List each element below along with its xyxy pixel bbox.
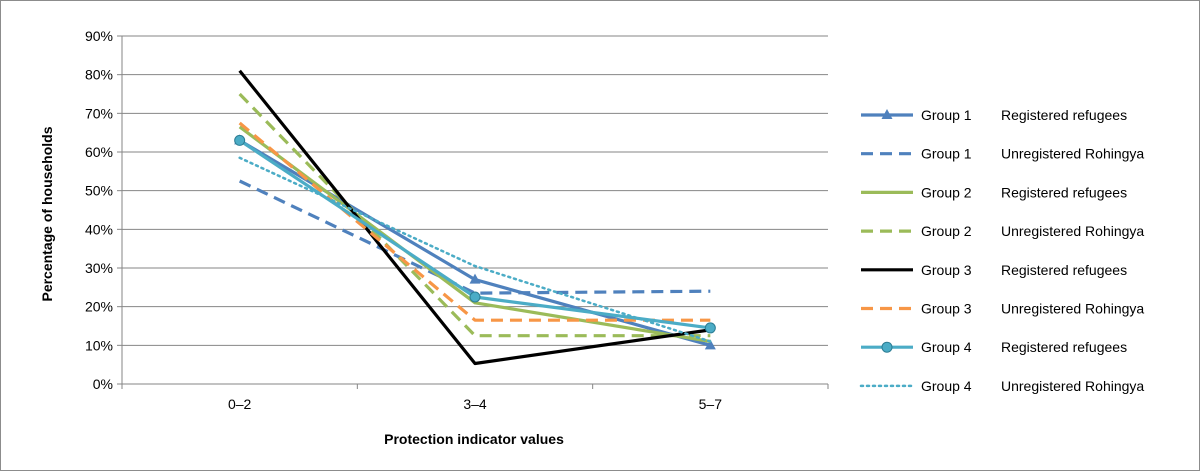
legend-group-label: Group 3 [921, 301, 972, 317]
legend: Group 1 Registered refugees Group 1 Unregis… [859, 107, 1144, 394]
legend-group-label: Group 1 [921, 146, 972, 162]
series-line [238, 69, 711, 366]
triangle-marker [881, 109, 893, 119]
gridlines [122, 35, 828, 346]
legend-group-label: Group 4 [921, 339, 972, 355]
series-3 [238, 125, 711, 344]
circle-marker [234, 134, 246, 146]
legend-entry: Group 3 Unregistered Rohingya [861, 301, 1144, 317]
y-axis-title: Percentage of households [39, 126, 55, 301]
legend-entry: Group 2 Unregistered Rohingya [861, 223, 1144, 239]
y-tick-label: 90% [85, 28, 113, 44]
y-tick-label: 30% [85, 260, 113, 276]
y-tick-label: 20% [85, 299, 113, 315]
y-tick-labels: 0% 10% 20% 30% 40% 50% 60% 70% 80% 90% [85, 28, 113, 392]
legend-entry: Group 2 Registered refugees [861, 184, 1127, 200]
legend-status-label: Unregistered Rohingya [1001, 301, 1144, 317]
y-tick-label: 0% [93, 376, 113, 392]
legend-status-label: Unregistered Rohingya [1001, 223, 1144, 239]
legend-entry: Group 4 Unregistered Rohingya [859, 378, 1144, 394]
x-tick-label: 3–4 [463, 396, 487, 412]
y-tick-label: 70% [85, 105, 113, 121]
legend-status-label: Registered refugees [1001, 107, 1127, 123]
y-tick-label: 80% [85, 67, 113, 83]
x-tick-labels: 0–2 3–4 5–7 [228, 396, 722, 412]
x-tick-label: 5–7 [699, 396, 723, 412]
series-line [238, 179, 711, 295]
legend-entry: Group 1 Unregistered Rohingya [861, 146, 1144, 162]
series-line [238, 125, 711, 344]
legend-status-label: Registered refugees [1001, 184, 1127, 200]
legend-group-label: Group 3 [921, 262, 972, 278]
y-tick-label: 60% [85, 144, 113, 160]
legend-group-label: Group 2 [921, 223, 972, 239]
series-line [238, 92, 711, 338]
legend-status-label: Registered refugees [1001, 262, 1127, 278]
x-axis-title: Protection indicator values [384, 431, 564, 447]
legend-status-label: Unregistered Rohingya [1001, 146, 1144, 162]
series-5 [238, 69, 711, 366]
circle-marker [469, 291, 481, 303]
circle-marker [704, 322, 716, 334]
legend-group-label: Group 4 [921, 378, 972, 394]
legend-status-label: Unregistered Rohingya [1001, 378, 1144, 394]
series-line [238, 139, 711, 347]
legend-entry: Group 4 Registered refugees [861, 339, 1127, 355]
series-2 [238, 179, 711, 295]
legend-entry: Group 1 Registered refugees [861, 107, 1127, 123]
legend-status-label: Registered refugees [1001, 339, 1127, 355]
series-line [238, 121, 711, 322]
legend-group-label: Group 2 [921, 184, 972, 200]
series-lines [234, 69, 716, 366]
axes [117, 35, 829, 389]
series-1 [234, 134, 716, 350]
y-tick-label: 40% [85, 221, 113, 237]
triangle-marker [469, 273, 481, 284]
x-tick-label: 0–2 [228, 396, 252, 412]
series-6 [238, 121, 711, 322]
circle-marker [881, 341, 893, 353]
series-4 [238, 92, 711, 338]
y-tick-label: 50% [85, 183, 113, 199]
series-8 [238, 156, 712, 343]
legend-group-label: Group 1 [921, 107, 972, 123]
series-line [238, 156, 712, 343]
triangle-marker [704, 339, 716, 350]
legend-entry: Group 3 Registered refugees [861, 262, 1127, 278]
y-tick-label: 10% [85, 337, 113, 353]
